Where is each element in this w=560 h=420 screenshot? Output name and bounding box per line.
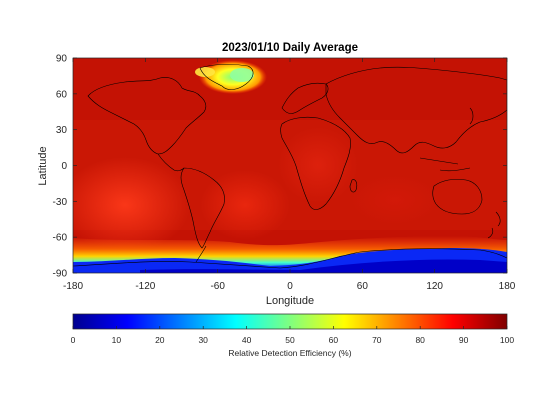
colorbar-tick-label: 80 [415, 335, 425, 345]
colorbar-tick-label: 90 [459, 335, 469, 345]
coastline-south-america [180, 167, 225, 249]
y-tick-label: 30 [56, 125, 68, 136]
colorbar-tick-label: 60 [329, 335, 339, 345]
y-tick-label: 90 [56, 54, 68, 65]
colorbar-tick-label: 100 [500, 335, 514, 345]
colorbar-tick-label: 30 [198, 335, 208, 345]
coastline-central-america [157, 153, 185, 172]
x-axis: -180 -120 -60 0 60 120 180 [63, 58, 516, 292]
colorbar-tick-label: 50 [285, 335, 295, 345]
coastlines [73, 63, 507, 269]
colorbar-tick-label: 20 [155, 335, 165, 345]
y-tick-label: 60 [56, 89, 68, 100]
coastline-antarctic-peninsula [195, 245, 207, 263]
field-south-atlantic [200, 170, 290, 240]
coastline-africa [280, 116, 351, 210]
colorbar-label: Relative Detection Efficiency (%) [228, 348, 351, 358]
chart-title: 2023/01/10 Daily Average [222, 42, 358, 54]
colorbar-tick-label: 0 [71, 335, 76, 345]
colorbar-tick-label: 10 [112, 335, 122, 345]
heatmap-field [73, 58, 507, 273]
coastline-indonesia [419, 157, 471, 172]
y-tick-label: -30 [53, 197, 68, 208]
coastline-north-america [87, 77, 207, 155]
field-africa [278, 127, 358, 203]
y-axis: 90 60 30 0 -30 -60 -90 [53, 54, 507, 280]
coastline-asia [325, 66, 507, 154]
coastline-greenland [199, 63, 254, 90]
field-greenland-west [195, 67, 215, 77]
field-antarctic-interior [140, 259, 507, 273]
coastline-japan [469, 107, 474, 125]
coastline-europe [281, 82, 329, 114]
colorbar-ticks: 0 10 20 30 40 50 60 70 80 90 100 [71, 326, 514, 345]
field-south-pacific [73, 157, 190, 253]
x-tick-label: 180 [499, 281, 516, 292]
coastline-australia [432, 178, 483, 215]
y-tick-label: -60 [53, 233, 68, 244]
x-tick-label: 120 [426, 281, 443, 292]
colorbar-tick-label: 40 [242, 335, 252, 345]
x-axis-label: Longitude [266, 295, 314, 307]
coastline-madagascar [349, 179, 358, 193]
y-tick-label: -90 [53, 269, 68, 280]
x-tick-label: 0 [287, 281, 293, 292]
coastline-antarctica [73, 248, 507, 269]
x-tick-label: -180 [63, 281, 83, 292]
coastline-new-zealand [487, 211, 501, 239]
x-tick-label: -60 [210, 281, 225, 292]
y-axis-label: Latitude [37, 146, 49, 185]
x-tick-label: 60 [357, 281, 369, 292]
colorbar: 0 10 20 30 40 50 60 70 80 90 100 Relative Detectio… [71, 313, 514, 358]
field-greenland-east [230, 68, 254, 82]
y-tick-label: 0 [61, 161, 67, 172]
colorbar-tick-label: 70 [372, 335, 382, 345]
x-tick-label: -120 [135, 281, 155, 292]
field-indian-ocean [350, 175, 440, 225]
